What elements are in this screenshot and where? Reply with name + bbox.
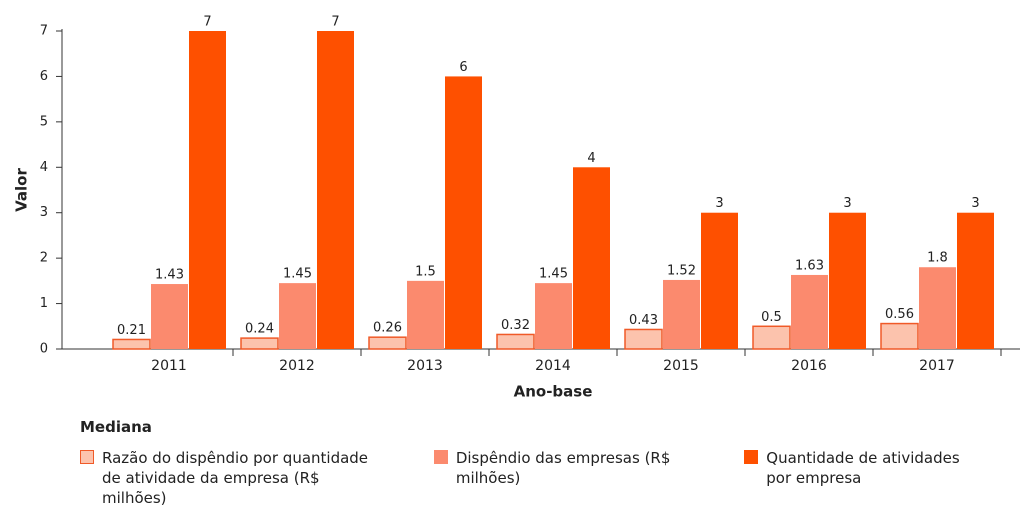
legend-label: Dispêndio das empresas (R$ milhões) [455,449,671,487]
bar [624,328,663,350]
y-tick-label: 4 [40,160,48,175]
bar [151,284,188,349]
bar [663,279,700,349]
data-label: 0.26 [373,321,402,336]
y-axis-label: Valor [13,168,31,212]
bar [112,338,151,350]
bar [317,31,354,349]
legend-label: Quantidade de atividades por empresa [766,449,960,487]
bar [496,333,535,350]
data-label: 0.21 [117,323,146,338]
x-tick-label: 2014 [535,358,571,374]
x-tick-label: 2013 [407,358,443,374]
y-tick-label: 0 [40,342,48,357]
legend-item: Quantidade de atividades por empresa [744,448,970,508]
legend-swatch [80,450,94,464]
bar [791,274,828,349]
legend-swatch [433,450,448,464]
y-tick-label: 2 [40,251,48,266]
legend-item: Dispêndio das empresas (R$ milhões) [433,448,694,508]
legend-items: Razão do dispêndio por quantidade de ati… [80,448,1020,508]
bar [407,280,444,349]
data-label: 1.43 [155,268,184,283]
bar [279,283,316,349]
x-axis-label: Ano-base [514,383,593,401]
data-label: 0.5 [761,310,782,325]
x-tick-label: 2011 [151,358,187,374]
x-tick-label: 2017 [919,358,955,374]
bar [240,337,279,350]
data-label: 3 [715,196,723,211]
data-label: 7 [203,15,211,30]
data-label: 1.52 [667,263,696,278]
legend-title: Mediana [80,418,152,436]
data-label: 1.45 [539,267,568,282]
data-label: 0.32 [501,318,530,333]
data-label: 3 [843,196,851,211]
data-label: 1.5 [415,264,436,279]
bar [880,322,919,350]
bar [368,336,407,350]
data-label: 4 [587,151,595,166]
legend: Mediana Razão do dispêndio por quantidad… [80,418,1020,508]
bar [919,267,956,349]
data-label: 7 [331,15,339,30]
y-tick-label: 6 [40,69,48,84]
x-tick-label: 2016 [791,358,827,374]
bar [957,212,994,349]
chart: Valor Ano-base 0 1 2 3 4 5 6 7 2011 0.21 1.43 7 2012… [13,15,1020,401]
data-label: 6 [459,60,467,75]
bar [752,325,791,350]
bar [535,283,572,349]
y-tick-label: 3 [40,205,48,220]
x-tick-label: 2015 [663,358,699,374]
data-label: 0.43 [629,313,658,328]
data-label: 0.56 [885,307,914,322]
bar [829,212,866,349]
bar [701,212,738,349]
data-label: 1.8 [927,251,948,266]
bar [445,76,482,349]
data-label: 3 [971,196,979,211]
data-label: 1.45 [283,267,312,282]
bar [573,167,610,349]
legend-item: Razão do dispêndio por quantidade de ati… [80,448,384,508]
y-tick-label: 5 [40,114,48,129]
data-label: 0.24 [245,322,274,337]
y-tick-label: 7 [40,24,48,39]
data-label: 1.63 [795,258,824,273]
bar [189,31,226,349]
legend-swatch [744,450,759,464]
y-tick-label: 1 [40,296,48,311]
legend-label: Razão do dispêndio por quantidade de ati… [102,449,369,507]
x-tick-label: 2012 [279,358,315,374]
